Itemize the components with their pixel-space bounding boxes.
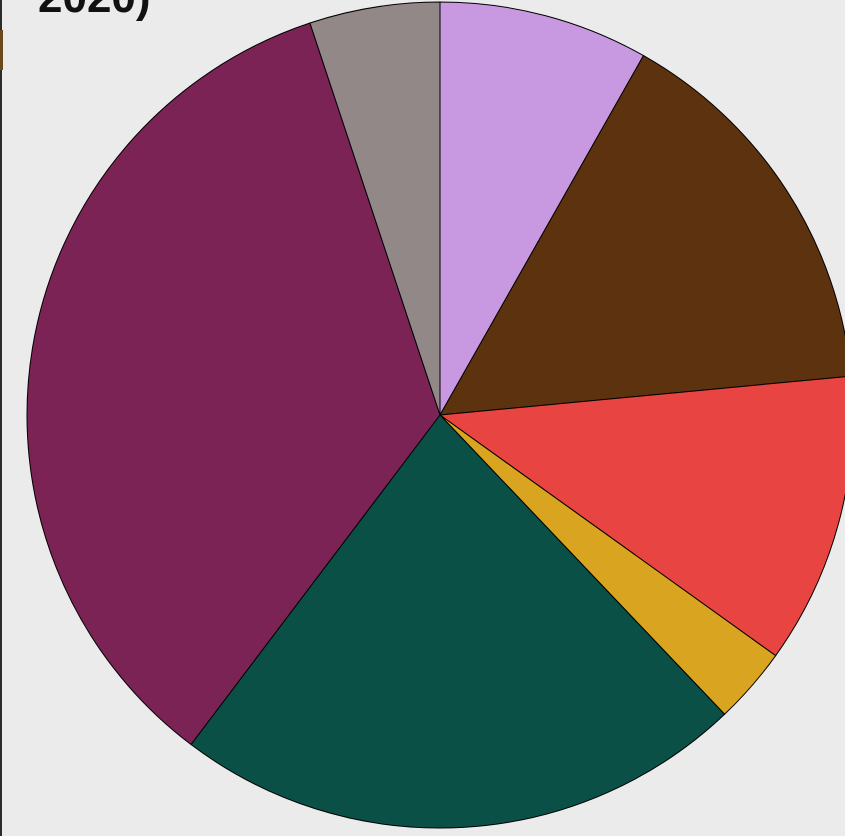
chart-title: 2020) (38, 0, 151, 20)
frame-left-edge (0, 0, 2, 836)
pie-slice-3 (438, 376, 845, 657)
pie-slice-5 (190, 414, 726, 829)
pie-slice-7 (309, 1, 441, 416)
pie-slice-1 (439, 1, 645, 417)
frame-left-accent (0, 30, 3, 70)
pie-slice-6 (26, 22, 441, 746)
